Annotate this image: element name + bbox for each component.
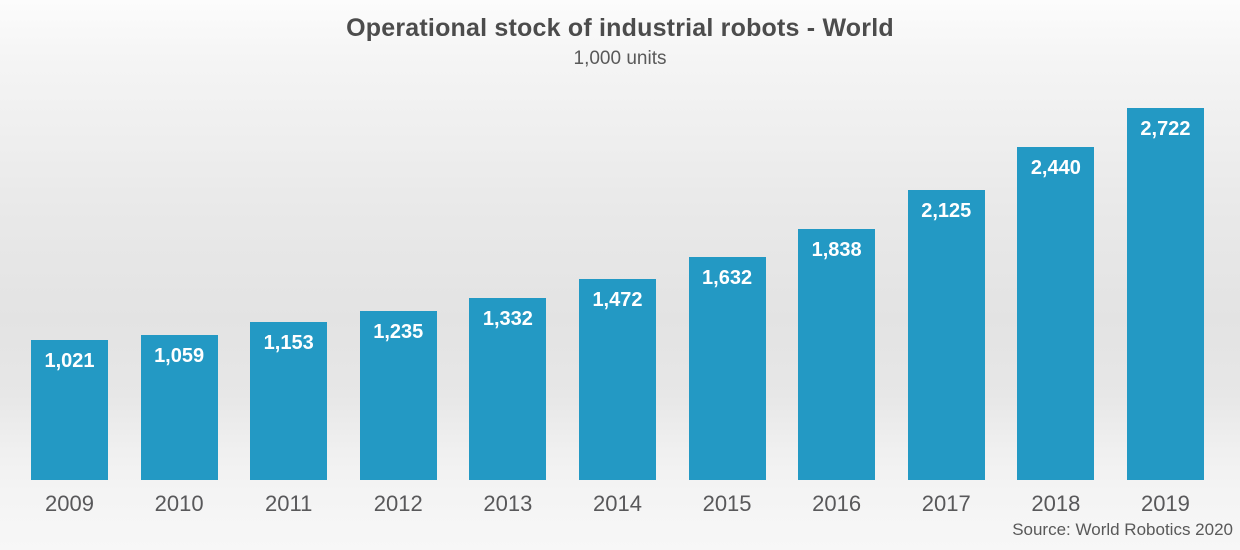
bar-value-label: 2,440 <box>1030 157 1081 179</box>
bar-column: 1,472 2014 <box>578 108 656 516</box>
x-axis-tick-label: 2010 <box>154 491 204 516</box>
bar-column: 1,059 2010 <box>140 108 218 516</box>
source-note: Source: World Robotics 2020 <box>1012 520 1233 539</box>
bar: 1,153 2011 <box>250 322 328 516</box>
chart-title: Operational stock of industrial robots -… <box>346 14 894 42</box>
bar: 1,838 2016 <box>798 229 876 516</box>
x-axis-tick-label: 2018 <box>1031 491 1081 516</box>
x-axis-tick-label: 2013 <box>483 491 533 516</box>
bar-column: 1,153 2011 <box>250 108 328 516</box>
x-axis-tick-label: 2009 <box>45 491 94 516</box>
x-axis-tick-label: 2019 <box>1140 491 1190 516</box>
bar-value-label: 1,472 <box>592 289 643 311</box>
bar: 1,472 2014 <box>578 279 656 516</box>
bar: 2,440 2018 <box>1017 147 1095 516</box>
bar-value-label: 1,059 <box>154 345 205 367</box>
x-axis-tick-label: 2017 <box>921 491 971 516</box>
chart-subtitle: 1,000 units <box>573 48 667 69</box>
plot-area: 1,021 2009 1,059 2010 1,153 2011 1,235 2… <box>31 108 1204 516</box>
bar-value-label: 1,153 <box>263 332 314 354</box>
bar: 1,632 2015 <box>688 257 766 516</box>
bar-column: 1,838 2016 <box>798 108 876 516</box>
bar-value-label: 1,632 <box>702 267 753 289</box>
chart-header: Operational stock of industrial robots -… <box>0 14 1240 70</box>
bar-value-label: 1,838 <box>811 239 862 261</box>
bar: 2,125 2017 <box>907 190 985 516</box>
bar-value-label: 1,332 <box>482 308 533 330</box>
bar-column: 1,332 2013 <box>469 108 547 516</box>
x-axis-tick-label: 2011 <box>265 491 313 516</box>
bar-value-label: 1,021 <box>44 350 95 372</box>
bar: 1,059 2010 <box>140 335 218 516</box>
bar-column: 1,632 2015 <box>688 108 766 516</box>
bar-column: 2,440 2018 <box>1017 108 1095 516</box>
bar: 1,235 2012 <box>359 311 437 516</box>
bar-column: 2,125 2017 <box>907 108 985 516</box>
bar: 1,021 2009 <box>31 340 108 516</box>
bar-value-label: 1,235 <box>373 321 424 343</box>
bar: 2,722 2019 <box>1126 108 1204 516</box>
bar: 1,332 2013 <box>469 298 547 516</box>
bar-column: 2,722 2019 <box>1126 108 1204 516</box>
x-axis-tick-label: 2015 <box>702 491 752 516</box>
x-axis-tick-label: 2012 <box>373 491 423 516</box>
bar-value-label: 2,125 <box>921 200 972 222</box>
bar-column: 1,021 2009 <box>31 108 108 516</box>
x-axis-tick-label: 2016 <box>812 491 862 516</box>
x-axis-tick-label: 2014 <box>592 491 642 516</box>
bar-value-label: 2,722 <box>1140 118 1191 140</box>
bar-column: 1,235 2012 <box>359 108 437 516</box>
